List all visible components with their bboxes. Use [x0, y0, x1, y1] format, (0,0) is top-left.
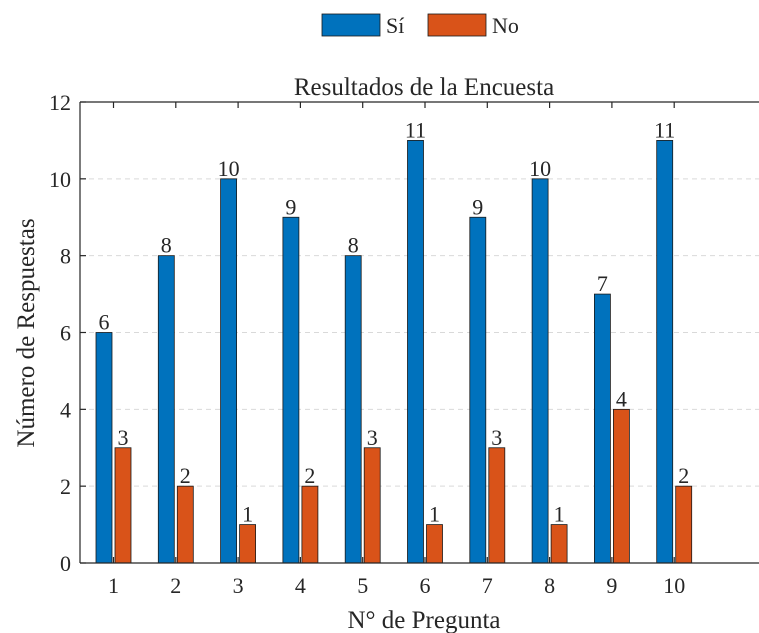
x-tick-label: 10	[663, 573, 685, 598]
data-label: 8	[348, 233, 359, 258]
data-label: 10	[218, 156, 240, 181]
y-tick-labels: 0 2 4 6 8 10 12	[49, 90, 71, 576]
x-tick-label: 9	[606, 573, 617, 598]
bar-si-10	[656, 140, 674, 564]
data-label: 1	[429, 502, 440, 527]
bar-no-7	[488, 447, 506, 564]
y-tick-label: 0	[60, 551, 71, 576]
y-tick-label: 8	[60, 244, 71, 269]
data-label: 7	[597, 271, 608, 296]
bar-no-8	[550, 524, 568, 564]
bar-no-10	[675, 485, 693, 564]
chart-title: Resultados de la Encuesta	[294, 74, 554, 101]
bar-si-8	[531, 178, 549, 564]
data-label: 9	[472, 194, 483, 219]
x-tick-label: 2	[170, 573, 181, 598]
legend-swatch	[427, 13, 487, 37]
y-tick-label: 2	[60, 474, 71, 499]
data-label: 3	[491, 425, 502, 450]
y-tick-label: 6	[60, 321, 71, 346]
data-label: 1	[242, 502, 253, 527]
x-tick-label: 8	[544, 573, 555, 598]
x-tick-label: 1	[108, 573, 119, 598]
x-tick-label: 7	[482, 573, 493, 598]
data-labels: 6 8 10 9 8 11 9 10 7 11 3 2 1 2 3 1 3 1 4 2	[99, 117, 690, 526]
data-label: 6	[99, 310, 110, 335]
bar-no-9	[613, 408, 630, 564]
legend: Sí No	[321, 13, 519, 38]
bars	[95, 140, 693, 564]
data-label: 11	[405, 117, 426, 142]
data-label: 1	[554, 502, 565, 527]
bar-no-4	[301, 485, 319, 564]
data-label: 2	[180, 463, 191, 488]
data-label: 3	[367, 425, 378, 450]
bar-no-3	[239, 524, 257, 564]
data-label: 8	[161, 233, 172, 258]
x-tick-label: 3	[233, 573, 244, 598]
axes	[79, 101, 759, 564]
bar-no-6	[426, 524, 443, 564]
bar-si-3	[220, 178, 238, 564]
bar-no-5	[363, 447, 381, 564]
data-label: 10	[529, 156, 551, 181]
x-tick-label: 4	[295, 573, 306, 598]
data-label: 4	[616, 386, 627, 411]
bar-si-1	[95, 332, 113, 564]
x-tick-labels: 1 2 3 4 5 6 7 8 9 10	[108, 573, 685, 598]
x-tick-label: 5	[357, 573, 368, 598]
data-label: 9	[285, 194, 296, 219]
x-axis-label: N° de Pregunta	[347, 607, 500, 633]
y-axis-label: Número de Respuestas	[13, 218, 40, 447]
bar-si-6	[407, 140, 424, 564]
legend-label: No	[492, 13, 519, 38]
data-label: 11	[654, 117, 675, 142]
bar-no-2	[176, 485, 194, 564]
bar-si-9	[594, 293, 611, 564]
legend-swatch	[321, 13, 381, 37]
bar-si-4	[282, 216, 300, 564]
bar-si-5	[344, 255, 362, 564]
x-tick-label: 6	[420, 573, 431, 598]
legend-label: Sí	[386, 13, 404, 38]
data-label: 2	[304, 463, 315, 488]
y-tick-label: 4	[60, 397, 71, 422]
bar-si-2	[157, 255, 175, 564]
data-label: 2	[678, 463, 689, 488]
data-label: 3	[118, 425, 129, 450]
bar-no-1	[114, 447, 132, 564]
y-tick-label: 12	[49, 90, 71, 115]
bar-si-7	[469, 216, 487, 564]
y-tick-label: 10	[49, 167, 71, 192]
